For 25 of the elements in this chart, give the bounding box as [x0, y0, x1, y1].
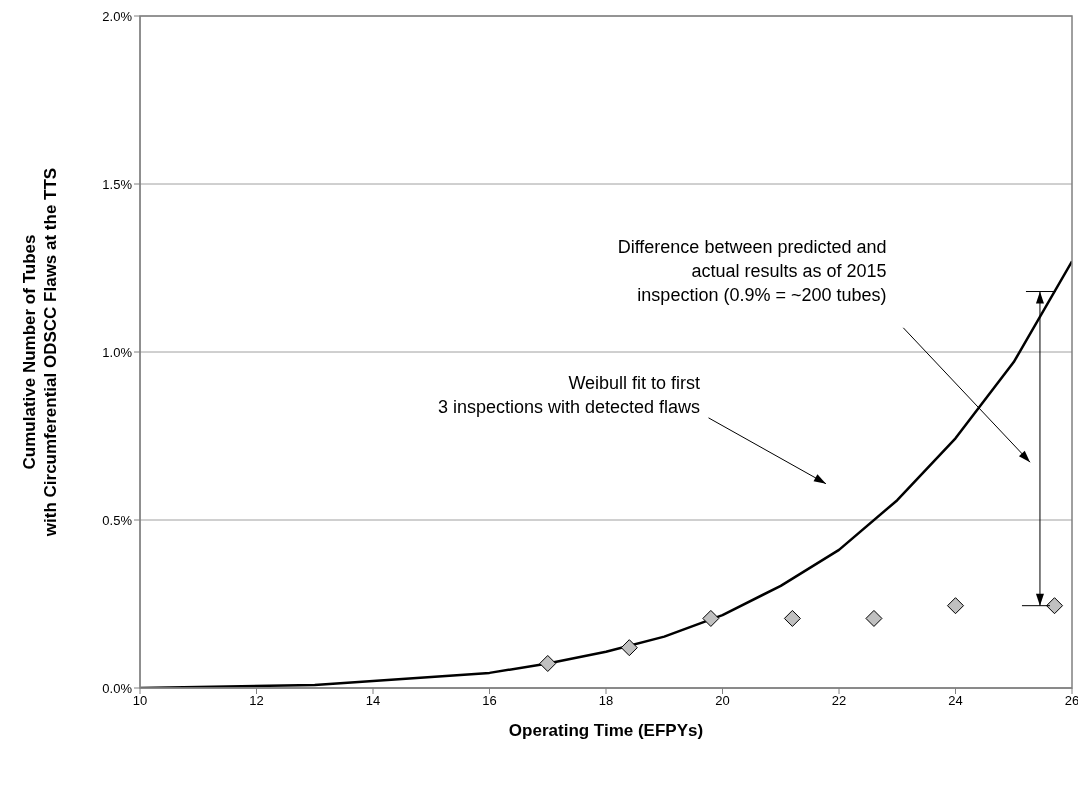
point: [1046, 597, 1064, 615]
x-tick-label: 16: [482, 693, 497, 709]
y-tick-label: 2.0%: [102, 8, 133, 24]
point: [539, 654, 557, 672]
point: [620, 639, 638, 657]
y-tick-label: 0.0%: [102, 680, 133, 696]
x-tick-label: 26: [1064, 693, 1080, 709]
x-tick-label: 22: [831, 693, 847, 709]
point: [947, 597, 964, 615]
x-tick-label: 12: [249, 693, 264, 709]
x-tick-label: 18: [598, 693, 614, 709]
y-axis-title: Cumulative Number of Tubes with Circumferential ODSCC Flaws at the TTS: [20, 167, 60, 538]
x-tick-label: 20: [715, 693, 730, 709]
x-tick-label: 24: [948, 693, 963, 709]
y-tick-label: 0.5%: [102, 512, 133, 528]
point: [865, 609, 883, 627]
x-axis-title: Operating Time (EFPYs): [508, 721, 704, 740]
point: [702, 609, 720, 627]
y-tick-label: 1.5%: [102, 176, 133, 192]
x-tick-label: 14: [365, 693, 381, 709]
x-tick-label: 10: [132, 693, 148, 709]
annotation: Weibull fit to first 3 inspections with detected flaws: [437, 372, 701, 417]
point: [783, 609, 801, 627]
y-tick-label: 1.0%: [102, 344, 133, 360]
annotation: Difference between predicted and actual results as of 2015 inspection (0.9% = ~200 tubes): [617, 237, 887, 306]
